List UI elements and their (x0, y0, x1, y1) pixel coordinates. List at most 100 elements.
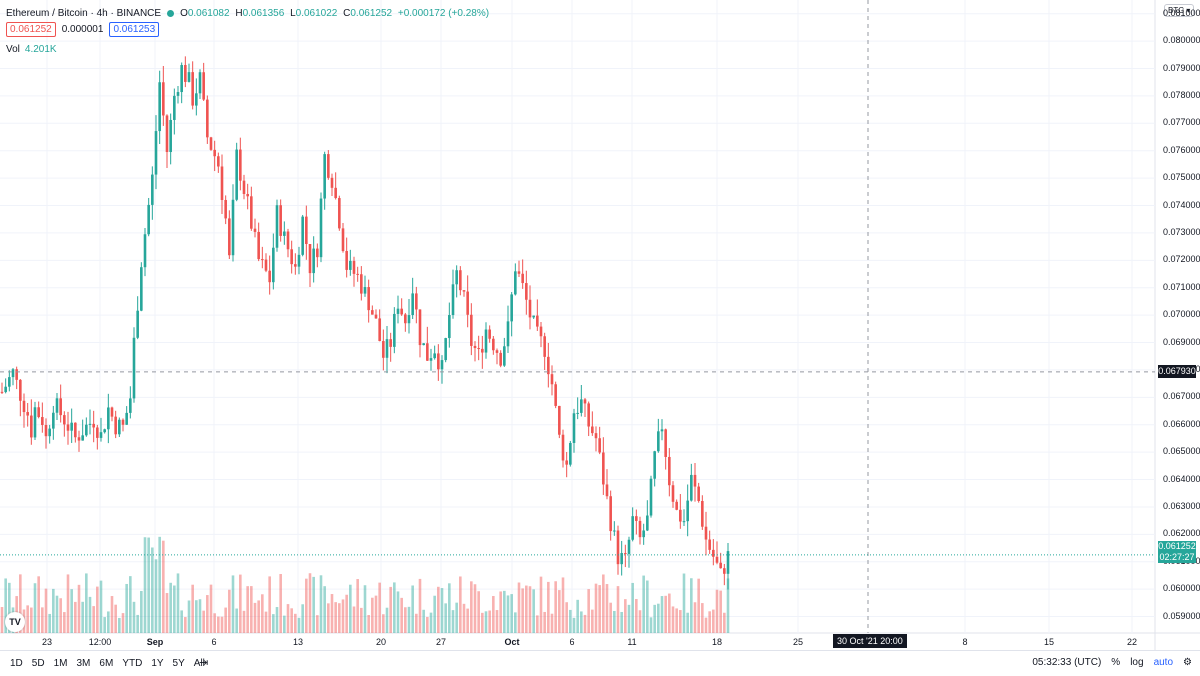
volume-bar (653, 604, 656, 633)
candle (396, 295, 400, 324)
volume-bar (213, 613, 216, 633)
candle (440, 355, 444, 384)
volume-bar (605, 584, 609, 633)
volume-bar (136, 614, 139, 633)
volume-bar (121, 613, 125, 633)
symbol-title[interactable]: Ethereum / Bitcoin · 4h · BINANCE (6, 7, 162, 19)
range-button-3m[interactable]: 3M (76, 658, 91, 669)
volume-bar (576, 599, 579, 633)
volume-bar (154, 559, 158, 633)
range-button-5d[interactable]: 5D (31, 658, 45, 669)
volume-bar (429, 612, 433, 633)
volume-bar (165, 593, 169, 633)
volume-bar (140, 590, 143, 633)
candle (528, 285, 532, 330)
candle (719, 552, 722, 569)
price-chart[interactable] (0, 0, 1200, 650)
volume-bar (74, 601, 77, 633)
candle (338, 195, 341, 231)
volume-bar (184, 617, 187, 633)
crosshair-date-tag: 30 Oct '21 20:00 (833, 634, 907, 648)
volume-bar (220, 616, 224, 633)
volume-bar (462, 603, 466, 633)
y-tick-label: 0.060000 (1163, 583, 1200, 594)
high-value: 0.061356 (242, 7, 285, 19)
candle (605, 469, 609, 500)
candle (132, 327, 136, 403)
candle (213, 140, 216, 172)
candle (140, 262, 143, 312)
y-tick-label: 0.077000 (1163, 117, 1200, 128)
volume-bar (536, 615, 539, 633)
candle (184, 56, 187, 88)
volume-bar (33, 583, 37, 633)
candle (602, 437, 605, 495)
volume-bar (4, 578, 7, 633)
candle (550, 365, 554, 396)
auto-toggle[interactable]: auto (1153, 657, 1174, 668)
y-tick-label: 0.081000 (1163, 7, 1200, 18)
candle (382, 329, 385, 371)
settings-gear-icon[interactable]: ⚙ (1183, 657, 1192, 668)
range-button-6m[interactable]: 6M (99, 658, 114, 669)
candle (664, 428, 667, 470)
bid-button[interactable]: 0.061252 (6, 21, 56, 37)
candle (679, 494, 682, 529)
volume-bar (558, 590, 561, 633)
candle (506, 305, 510, 353)
range-button-5y[interactable]: 5Y (172, 658, 185, 669)
volume-bar (191, 584, 194, 633)
candle (169, 113, 172, 165)
volume-bar (66, 574, 70, 633)
candle (624, 544, 627, 568)
volume-bar (418, 578, 422, 633)
range-button-1d[interactable]: 1D (10, 658, 23, 669)
candle (701, 495, 704, 530)
range-button-1m[interactable]: 1M (53, 658, 68, 669)
volume-bar (701, 603, 704, 633)
log-toggle[interactable]: log (1130, 657, 1144, 668)
volume-bar (323, 586, 326, 633)
candle (272, 233, 275, 290)
volume-bar (503, 590, 506, 633)
volume-bar (301, 604, 304, 633)
volume-bar (305, 578, 308, 633)
tradingview-logo[interactable]: TV (5, 612, 25, 632)
volume-bar (697, 578, 700, 633)
volume-bar (723, 612, 726, 633)
candle (576, 397, 579, 420)
volume-bar (591, 609, 594, 633)
volume-bar (110, 596, 114, 633)
volume-bar (52, 588, 55, 633)
candle (653, 450, 656, 487)
range-button-all[interactable]: All (193, 658, 205, 669)
candle (371, 305, 374, 315)
candle (389, 332, 392, 362)
volume-bar (679, 610, 682, 633)
candle (217, 152, 220, 173)
candle (88, 409, 92, 435)
volume-bar (92, 606, 95, 633)
range-button-ytd[interactable]: YTD (122, 658, 143, 669)
volume-bar (44, 588, 48, 633)
goto-date-icon[interactable]: ⇥ (199, 657, 209, 669)
volume-bar (690, 578, 693, 633)
candle (510, 292, 513, 337)
ask-button[interactable]: 0.061253 (109, 21, 160, 37)
candle (96, 424, 99, 450)
candle (554, 381, 557, 409)
candle (103, 428, 106, 434)
percent-toggle[interactable]: % (1111, 657, 1121, 668)
volume-bar (341, 599, 345, 633)
candle (176, 85, 180, 104)
volume-bar (19, 574, 22, 633)
spread-value: 0.000001 (61, 23, 104, 35)
candle (587, 401, 590, 437)
currency-badge[interactable]: BTC ▾ (1164, 4, 1195, 17)
volume-bar (561, 577, 565, 633)
candle (0, 382, 4, 394)
candle (154, 115, 158, 190)
range-button-1y[interactable]: 1Y (151, 658, 164, 669)
clock-time[interactable]: 05:32:33 (UTC) (1032, 657, 1102, 668)
candle (356, 266, 359, 282)
